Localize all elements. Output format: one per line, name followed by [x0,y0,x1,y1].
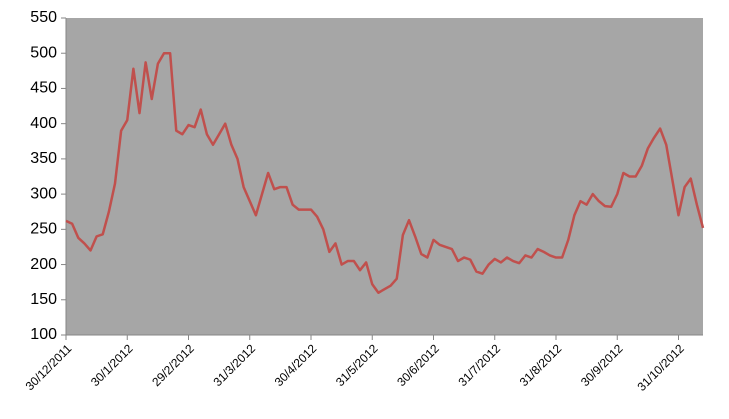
x-tick-label: 31/7/2012 [455,341,503,389]
y-tick-label: 350 [30,150,57,167]
x-tick-label: 29/2/2012 [149,341,197,389]
y-tick-label: 500 [30,44,57,61]
y-tick-label: 300 [30,185,57,202]
plot-area [66,18,703,335]
x-tick-label: 31/5/2012 [333,341,381,389]
x-tick-label: 30/4/2012 [272,341,320,389]
x-tick-label: 30/9/2012 [578,341,626,389]
series-line [65,51,705,294]
x-tick-label: 30/1/2012 [88,341,136,389]
x-tick-label: 31/3/2012 [210,341,258,389]
x-tick-label: 31/8/2012 [517,341,565,389]
y-tick-label: 100 [30,326,57,343]
y-tick-label: 150 [30,291,57,308]
y-tick-label: 200 [30,256,57,273]
y-tick-label: 400 [30,115,57,132]
x-tick-label: 31/10/2012 [634,341,687,394]
x-tick-label: 30/6/2012 [394,341,442,389]
y-tick-label: 250 [30,221,57,238]
x-tick-label: 30/12/2011 [23,341,75,393]
y-tick-label: 550 [30,9,57,26]
y-tick-label: 450 [30,80,57,97]
